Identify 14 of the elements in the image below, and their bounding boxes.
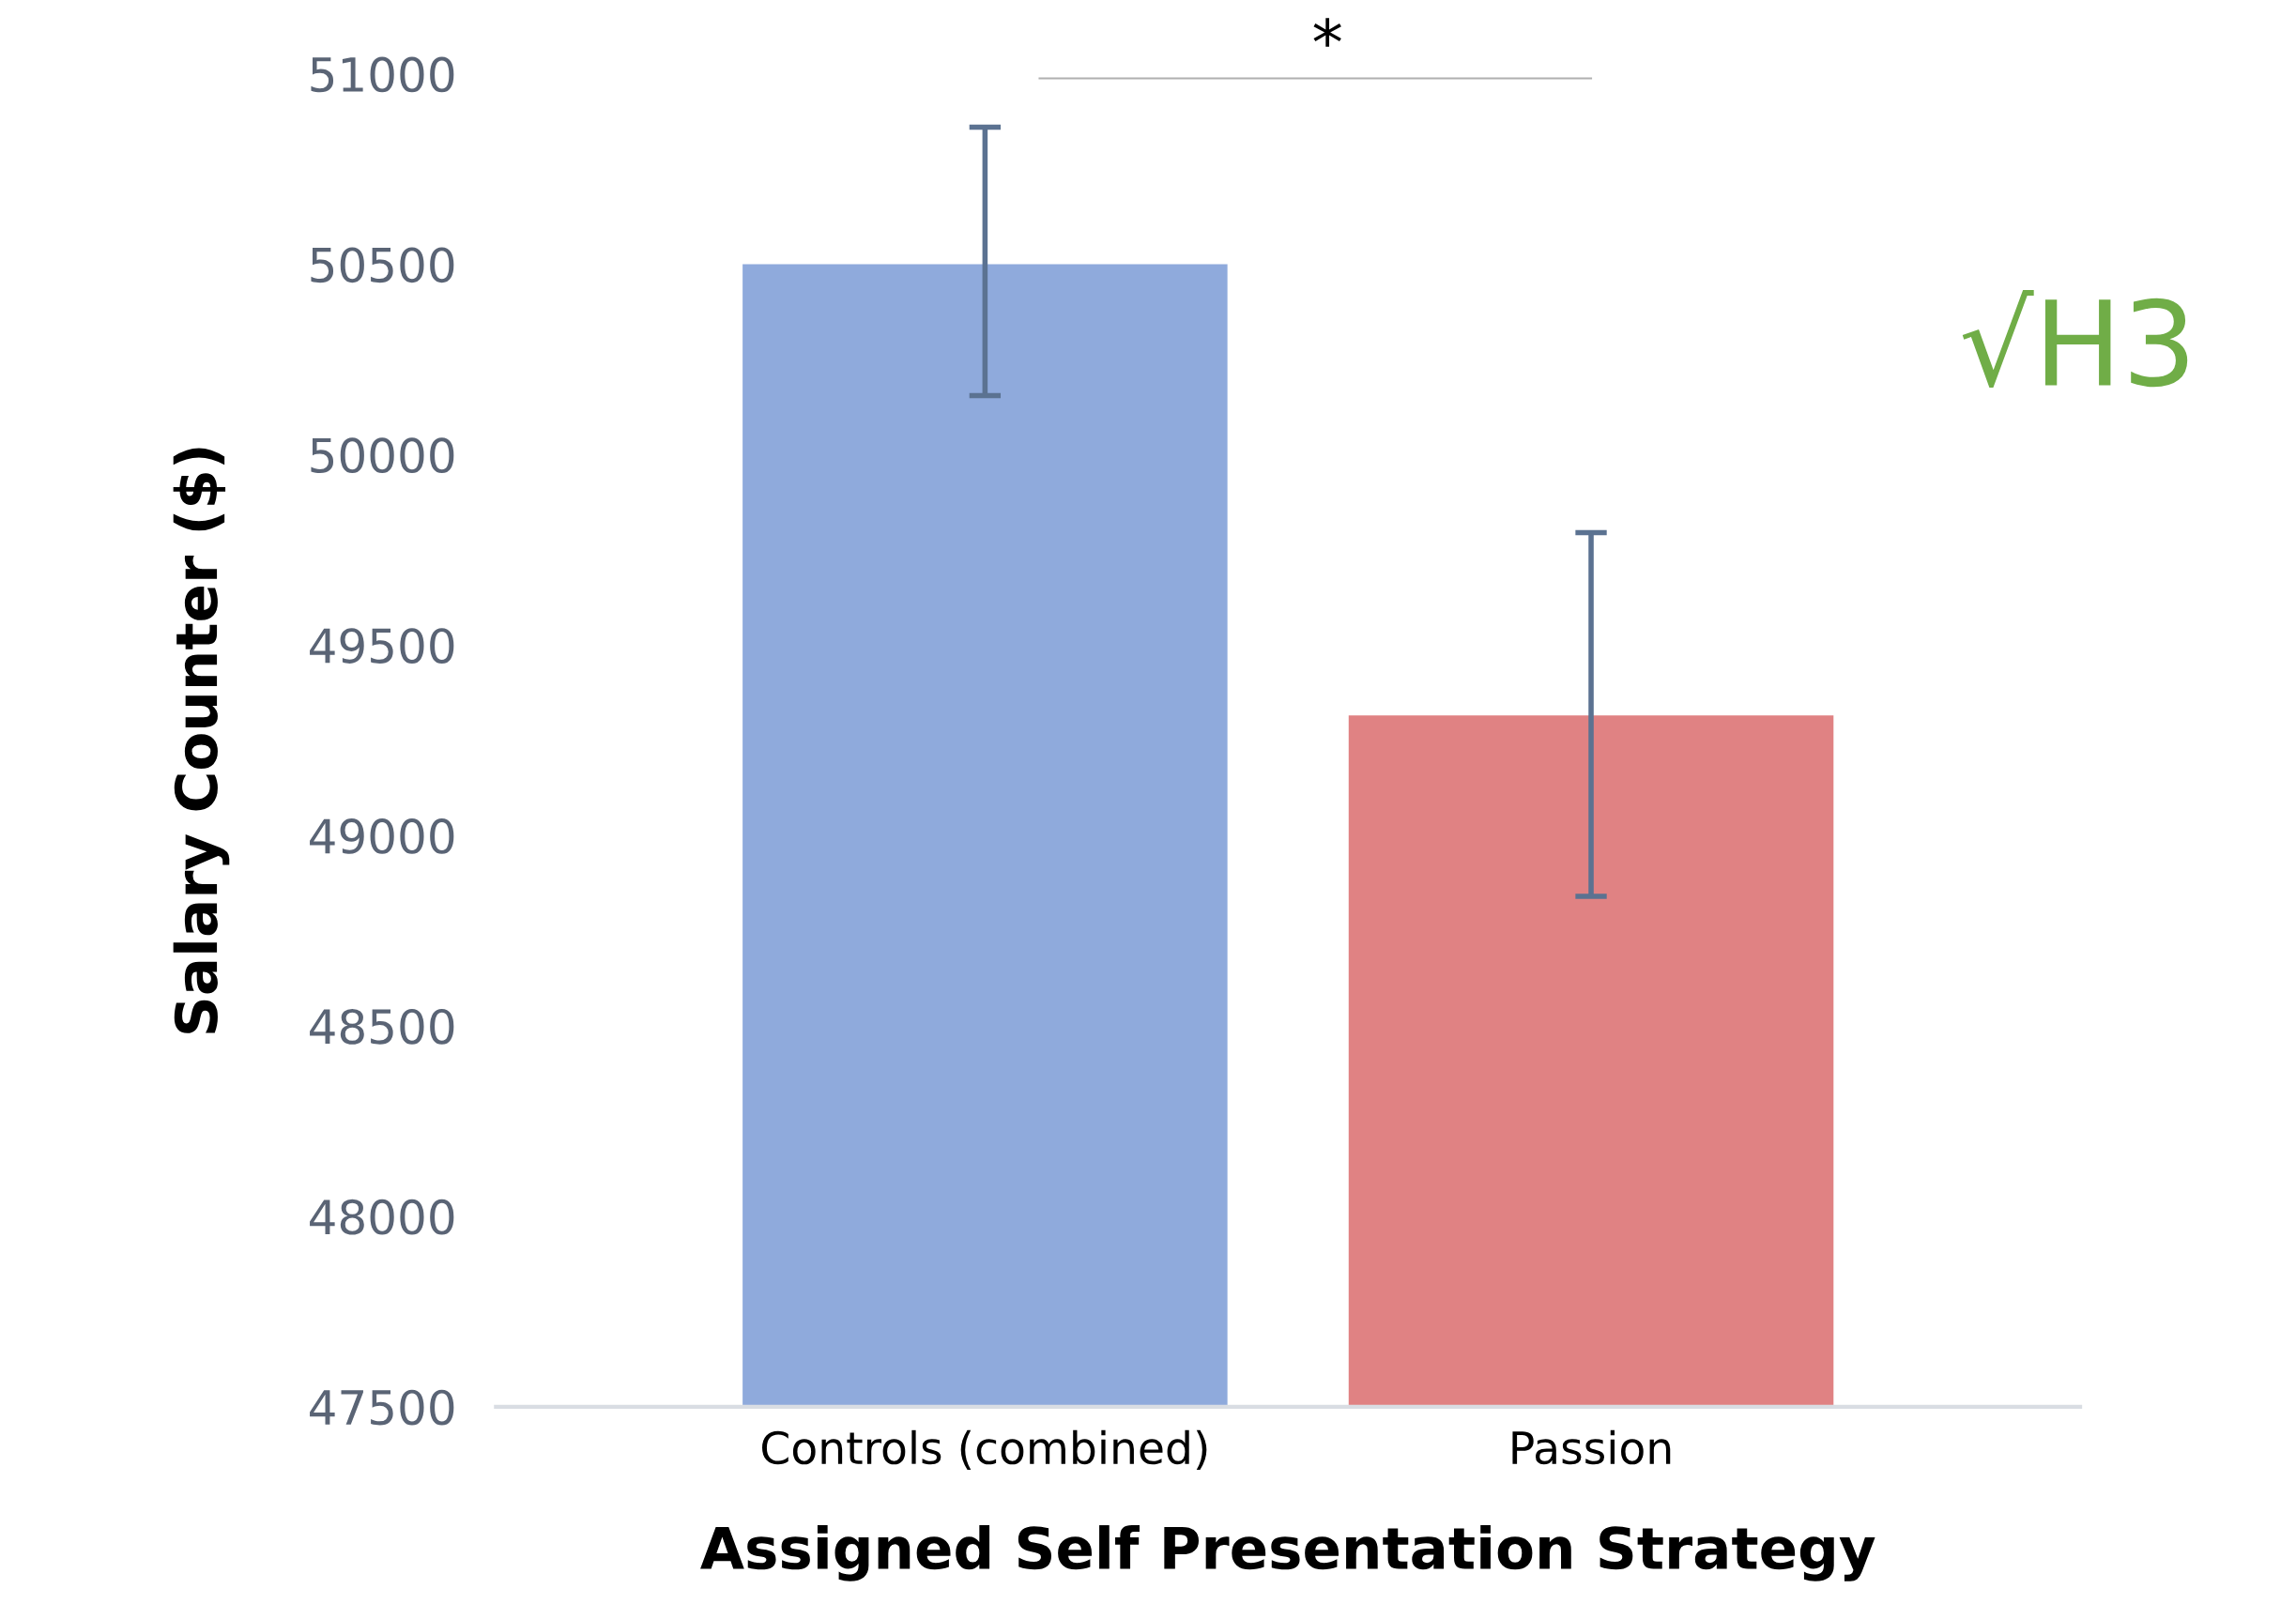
y-tick-label: 50000 xyxy=(311,437,454,474)
y-tick-label: 50500 xyxy=(311,247,454,283)
y-tick-label: 51000 xyxy=(311,56,454,93)
y-tick-label: 49000 xyxy=(310,818,454,854)
y-tick-label: 48500 xyxy=(310,1008,454,1045)
x-tick-label: Controls (combined) xyxy=(762,1429,1207,1470)
y-tick-label: 49500 xyxy=(310,628,454,664)
y-axis-title: Salary Counter ($) xyxy=(173,448,230,1033)
text: * xyxy=(1313,18,1341,47)
y-tick-label: 47500 xyxy=(310,1389,454,1426)
x-axis-title: Assigned Self Presentation Strategy xyxy=(700,1525,1875,1581)
y-tick-label: 48000 xyxy=(310,1199,454,1235)
annotation: √H3 xyxy=(1962,290,2188,388)
x-tick-label: Passion xyxy=(1512,1429,1671,1465)
